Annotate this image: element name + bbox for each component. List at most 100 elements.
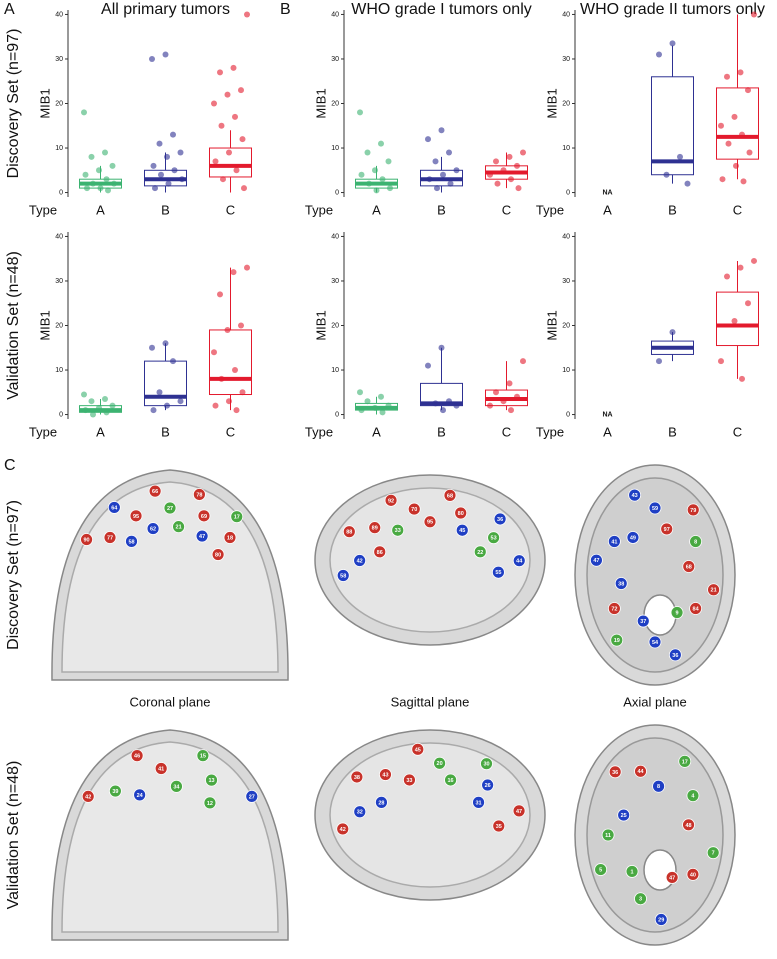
marker-dot xyxy=(634,764,647,778)
x-tick-label: A xyxy=(603,202,612,217)
y-tick-label: 30 xyxy=(331,278,339,285)
y-tick-label: 10 xyxy=(55,145,63,152)
marker-dot xyxy=(103,531,117,544)
tumor-marker: 40 xyxy=(686,867,700,881)
data-point xyxy=(233,407,240,414)
y-tick-label: 0 xyxy=(566,189,570,196)
tumor-marker: 62 xyxy=(146,522,160,535)
marker-label: 47 xyxy=(516,809,522,815)
y-tick-label: 30 xyxy=(562,278,570,285)
data-point xyxy=(656,358,662,365)
marker-dot xyxy=(678,754,692,768)
marker-dot xyxy=(512,554,526,568)
marker-dot xyxy=(491,565,505,579)
marker-label: 40 xyxy=(690,872,696,878)
marker-dot xyxy=(146,522,160,535)
data-point xyxy=(379,409,386,416)
marker-label: 27 xyxy=(249,794,255,800)
data-point xyxy=(103,409,110,416)
tumor-marker: 33 xyxy=(391,523,405,537)
data-point xyxy=(515,185,522,192)
data-point xyxy=(656,51,662,58)
marker-dot xyxy=(670,606,684,619)
y-axis-label: MIB1 xyxy=(544,310,559,340)
data-point xyxy=(724,73,730,80)
data-point xyxy=(739,375,745,382)
marker-label: 44 xyxy=(637,769,644,775)
tumor-marker: 53 xyxy=(487,531,501,545)
marker-dot xyxy=(336,569,350,582)
data-point xyxy=(224,326,231,333)
y-axis-label: MIB1 xyxy=(313,310,328,340)
marker-label: 20 xyxy=(437,761,443,767)
data-point xyxy=(669,329,676,336)
tumor-marker: 21 xyxy=(172,520,185,534)
marker-dot xyxy=(601,828,615,842)
data-point xyxy=(366,180,372,187)
marker-label: 33 xyxy=(395,528,401,534)
tumor-marker: 86 xyxy=(373,545,387,559)
panel-label: A xyxy=(4,1,15,18)
marker-label: 41 xyxy=(611,539,617,545)
y-tick-label: 30 xyxy=(55,278,63,285)
tumor-marker: 77 xyxy=(103,531,117,544)
tumor-marker: 47 xyxy=(195,529,209,543)
y-tick-label: 0 xyxy=(335,411,339,418)
marker-label: 38 xyxy=(354,775,360,781)
tumor-marker: 41 xyxy=(154,762,168,775)
data-point xyxy=(500,167,507,174)
marker-dot xyxy=(454,506,468,520)
chart-title: All primary tumors xyxy=(101,1,230,18)
tumor-marker: 97 xyxy=(660,522,674,536)
marker-dot xyxy=(211,548,225,561)
marker-label: 95 xyxy=(427,520,433,526)
tumor-marker: 24 xyxy=(133,788,147,802)
row-label: Discovery Set (n=97) xyxy=(5,29,22,179)
marker-dot xyxy=(480,757,493,771)
box xyxy=(209,147,252,178)
marker-label: 36 xyxy=(497,517,503,523)
marker-label: 86 xyxy=(377,550,383,556)
marker-dot xyxy=(154,762,168,775)
x-tick-label: C xyxy=(733,202,742,217)
tumor-marker: 95 xyxy=(423,515,437,529)
y-tick-label: 40 xyxy=(562,233,570,240)
chart-title: WHO grade II tumors only xyxy=(580,1,765,18)
data-point xyxy=(81,109,87,116)
marker-label: 36 xyxy=(672,653,678,659)
y-tick-label: 0 xyxy=(566,411,570,418)
tumor-marker: 30 xyxy=(480,757,493,771)
data-point xyxy=(150,407,157,414)
x-tick-label: C xyxy=(502,202,511,217)
x-tick-label: A xyxy=(372,202,381,217)
marker-label: 46 xyxy=(134,754,140,760)
tumor-marker: 68 xyxy=(682,560,696,573)
data-point xyxy=(241,185,247,192)
data-point xyxy=(82,171,89,178)
data-point xyxy=(239,389,246,396)
x-tick-label: B xyxy=(437,424,446,439)
data-point xyxy=(520,149,526,156)
marker-dot xyxy=(706,846,720,860)
y-tick-label: 40 xyxy=(55,11,63,18)
data-point xyxy=(149,55,155,62)
marker-label: 8 xyxy=(657,784,660,790)
marker-dot xyxy=(472,795,485,809)
data-point xyxy=(170,358,176,365)
data-point xyxy=(226,398,232,405)
tumor-marker: 36 xyxy=(668,648,682,662)
y-tick-label: 10 xyxy=(55,367,63,374)
data-point xyxy=(385,158,392,165)
marker-label: 11 xyxy=(605,833,611,839)
data-point xyxy=(109,162,116,169)
tumor-marker: 17 xyxy=(678,754,692,768)
box xyxy=(420,382,463,407)
tumor-marker: 79 xyxy=(686,503,700,517)
tumor-marker: 34 xyxy=(170,779,183,793)
tumor-marker: 33 xyxy=(403,773,416,787)
data-point xyxy=(211,349,217,356)
marker-dot xyxy=(373,545,387,559)
marker-label: 27 xyxy=(167,506,173,512)
marker-dot xyxy=(608,765,622,779)
data-point xyxy=(493,389,499,396)
